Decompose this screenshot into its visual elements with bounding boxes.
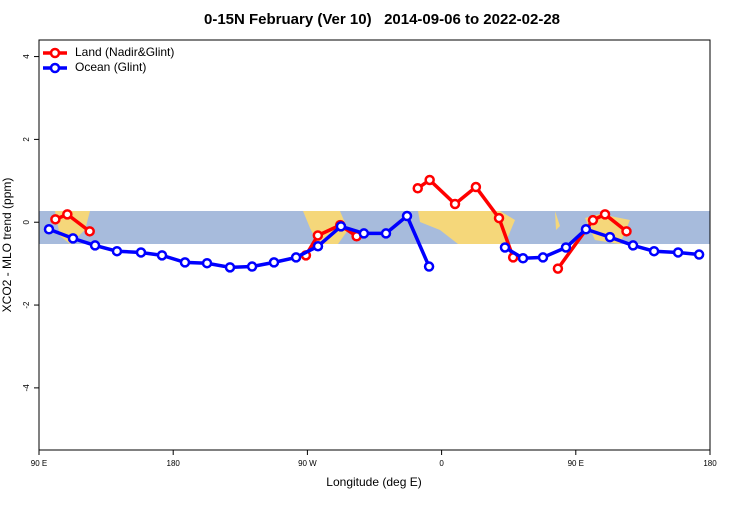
legend-label: Ocean (Glint) — [75, 60, 146, 74]
series-point — [470, 181, 482, 193]
series-point — [43, 224, 55, 235]
x-tick-label: 180 — [703, 459, 717, 468]
y-tick-label: -2 — [22, 301, 31, 309]
series-point — [493, 212, 505, 224]
x-tick-label: 0 — [439, 459, 444, 468]
series-point — [424, 174, 435, 186]
series-point — [537, 252, 549, 263]
legend-marker — [49, 62, 61, 74]
series-point — [587, 214, 599, 226]
chart-title: 0-15N February (Ver 10) 2014-09-06 to 20… — [204, 11, 560, 28]
x-axis-label: Longitude (deg E) — [326, 475, 421, 489]
series-point — [412, 183, 423, 194]
legend-label: Land (Nadir&Glint) — [75, 45, 174, 59]
series-point — [135, 247, 147, 258]
series-point — [380, 228, 392, 239]
series-point — [552, 263, 564, 274]
series-point — [401, 210, 413, 222]
x-tick-label: 90 W — [298, 459, 317, 468]
series-point — [693, 249, 705, 260]
series-point — [560, 242, 572, 253]
series-point — [672, 247, 684, 258]
series-point — [50, 214, 61, 225]
series-point — [580, 224, 592, 235]
series-point — [67, 233, 79, 244]
x-tick-label: 90 E — [31, 459, 47, 468]
series-point — [89, 240, 101, 251]
series-line — [556, 212, 628, 270]
y-tick-label: -4 — [22, 384, 31, 392]
series-point — [358, 228, 370, 239]
series-point — [84, 226, 95, 237]
legend-marker — [49, 47, 61, 59]
series-point — [312, 240, 324, 252]
x-tick-label: 180 — [167, 459, 181, 468]
plot-frame — [38, 39, 711, 451]
y-tick-label: 0 — [22, 219, 31, 224]
series-point — [627, 240, 639, 251]
series-point — [290, 252, 302, 263]
y-tick-label: 4 — [22, 54, 31, 59]
series-point — [499, 242, 511, 253]
series-point — [224, 262, 236, 273]
series-point — [604, 231, 616, 243]
series-point — [179, 257, 191, 268]
series-point — [648, 245, 660, 257]
series-point — [312, 230, 324, 241]
series-point — [621, 226, 632, 237]
series-line — [304, 223, 358, 257]
series-point — [62, 209, 73, 220]
series-point — [246, 261, 258, 272]
x-tick-label: 90 E — [568, 459, 584, 468]
series-point — [201, 257, 213, 269]
series-point — [599, 209, 611, 220]
series-point — [449, 198, 461, 210]
series-point — [268, 257, 280, 268]
series-point — [156, 250, 168, 261]
series-point — [335, 221, 347, 232]
series-point — [423, 261, 435, 272]
y-axis-label: XCO2 - MLO trend (ppm) — [0, 178, 14, 313]
series-point — [111, 245, 123, 257]
series-point — [517, 253, 529, 264]
y-tick-label: 2 — [22, 137, 31, 142]
series-line — [504, 227, 700, 261]
